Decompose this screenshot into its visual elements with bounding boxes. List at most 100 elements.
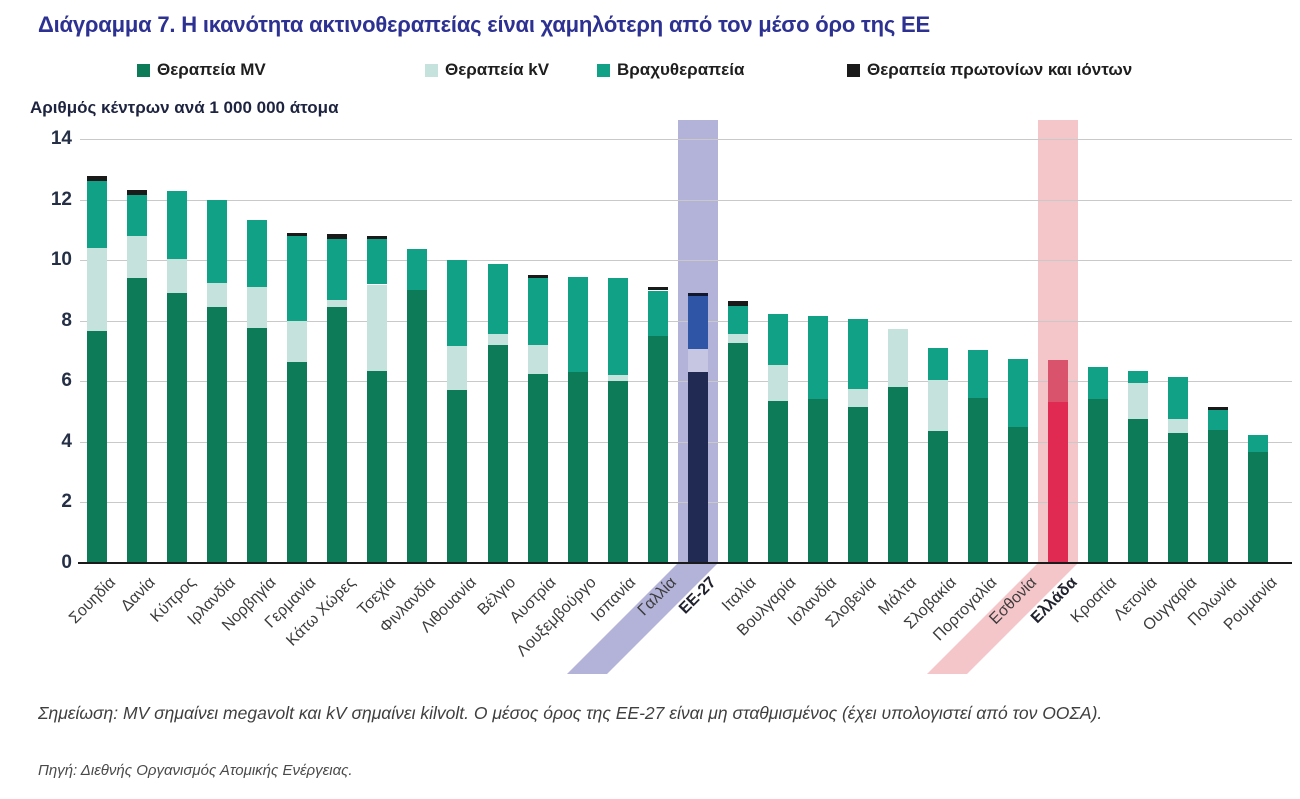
bar-segment-kv — [527, 345, 548, 374]
gridline-y14 — [80, 139, 1292, 140]
bar-segment-mv — [287, 362, 308, 563]
bar-segment-mv — [1248, 452, 1269, 563]
bar-stack — [888, 0, 908, 563]
bar-stack — [87, 0, 107, 563]
bar-segment-brachy — [1168, 377, 1189, 419]
bar-segment-brachy — [167, 191, 188, 259]
bar-segment-kv — [727, 334, 748, 343]
bar-segment-mv — [847, 407, 868, 563]
gridline-y2 — [80, 502, 1292, 504]
bar-segment-brachy — [87, 181, 107, 248]
bar-segment-brachy — [567, 277, 588, 372]
bar-stack — [487, 0, 508, 563]
bar-segment-mv — [1208, 430, 1229, 563]
bar-stack — [167, 0, 188, 563]
bar-segment-brachy — [1088, 367, 1109, 399]
bar-segment-brachy — [1248, 435, 1269, 452]
bar-stack — [727, 0, 748, 563]
bar-segment-kv — [207, 283, 228, 307]
bar-stack — [207, 0, 228, 563]
bar-segment-brachy — [767, 314, 788, 365]
legend-item-brachy: Βραχυθεραπεία — [597, 60, 744, 80]
y-tick-label: 14 — [50, 128, 72, 149]
gridline-y12 — [80, 199, 1292, 201]
legend-item-kv: Θεραπεία kV — [425, 60, 549, 80]
bar-stack — [407, 0, 428, 563]
legend: Θεραπεία MV Θεραπεία kV Βραχυθεραπεία Θεραπ… — [0, 60, 1300, 84]
bar-stack — [1128, 0, 1149, 563]
bar-segment-mv — [407, 290, 428, 563]
source-text: Πηγή: Διεθνής Οργανισμός Ατομικής Ενέργε… — [38, 762, 353, 779]
legend-label: Θεραπεία MV — [157, 60, 266, 79]
bar-stack — [1048, 0, 1069, 563]
bar-segment-brachy — [647, 291, 668, 336]
bar-segment-mv — [968, 398, 989, 563]
y-tick-label: 6 — [61, 370, 72, 392]
bar-segment-kv — [87, 248, 107, 331]
bar-segment-kv — [888, 329, 908, 387]
bar-stack — [1088, 0, 1109, 563]
bar-segment-proton — [367, 236, 388, 239]
bar-segment-mv — [1008, 427, 1029, 563]
bar-segment-proton — [127, 190, 148, 195]
bar-segment-kv — [287, 321, 308, 362]
gridline-y10 — [80, 260, 1292, 262]
bar-segment-mv — [1088, 399, 1109, 563]
x-axis-line — [78, 562, 1292, 564]
bar-segment-mv — [647, 336, 668, 563]
bar-segment-brachy — [407, 249, 428, 290]
bar-segment-mv — [1048, 402, 1069, 563]
bar-segment-brachy — [928, 348, 949, 380]
bar-segment-brachy — [367, 239, 388, 284]
bar-segment-kv — [327, 299, 348, 307]
bar-stack — [527, 0, 548, 563]
bar-segment-mv — [167, 293, 188, 563]
bar-segment-proton — [687, 293, 708, 296]
bar-segment-kv — [767, 365, 788, 401]
bar-stack — [847, 0, 868, 563]
legend-label: Θεραπεία πρωτονίων και ιόντων — [867, 60, 1133, 79]
legend-swatch-kv — [425, 63, 438, 77]
bar-segment-proton — [287, 233, 308, 236]
gridline-y4 — [80, 441, 1292, 443]
bar-segment-kv — [928, 380, 949, 431]
bar-segment-brachy — [1208, 410, 1229, 430]
y-tick-label: 2 — [61, 491, 72, 513]
bar-segment-mv — [127, 278, 148, 563]
bar-segment-kv — [607, 375, 628, 381]
legend-label: Βραχυθεραπεία — [617, 60, 745, 79]
legend-item-proton: Θεραπεία πρωτονίων και ιόντων — [847, 60, 1132, 80]
bar-segment-proton — [527, 275, 548, 278]
bar-segment-brachy — [287, 236, 308, 321]
legend-swatch-proton — [847, 63, 860, 77]
bar-segment-mv — [1168, 433, 1189, 563]
y-tick-label: 10 — [50, 249, 72, 271]
note-text: Σημείωση: MV σημαίνει megavolt και kV ση… — [38, 703, 1103, 723]
bar-stack — [127, 0, 148, 563]
y-tick-label: 12 — [50, 188, 72, 210]
bar-segment-mv — [567, 372, 588, 563]
y-tick-label: 8 — [61, 309, 72, 331]
bar-segment-kv — [447, 346, 468, 390]
bar-segment-kv — [687, 349, 708, 372]
y-axis-title: Αριθμός κέντρων ανά 1 000 000 άτομα — [30, 98, 339, 117]
bar-segment-brachy — [847, 319, 868, 389]
bar-segment-mv — [447, 390, 468, 563]
bar-segment-brachy — [207, 200, 228, 283]
y-tick-label: 4 — [61, 430, 72, 452]
bar-segment-kv — [1168, 419, 1189, 433]
category-label: Σουηδία — [65, 574, 120, 628]
bar-stack — [1208, 0, 1229, 563]
bar-segment-mv — [87, 331, 107, 563]
legend-item-mv: Θεραπεία MV — [137, 60, 266, 80]
bar-stack — [247, 0, 268, 563]
bar-segment-mv — [247, 328, 268, 563]
bar-segment-kv — [167, 258, 188, 293]
bar-stack — [567, 0, 588, 563]
bar-stack — [287, 0, 308, 563]
bar-segment-brachy — [247, 220, 268, 287]
bar-stack — [647, 0, 668, 563]
bar-segment-brachy — [607, 278, 628, 375]
